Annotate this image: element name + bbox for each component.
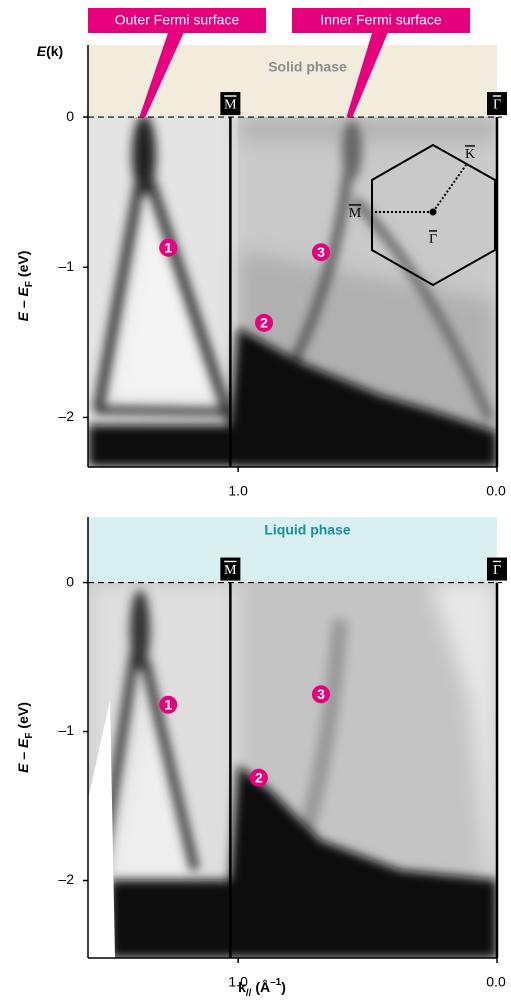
band-number: 1 (164, 696, 172, 712)
y-axis-label: E – EF (eV) (15, 702, 35, 773)
y-tick-label: –1 (58, 258, 74, 274)
x-tick-label: 1.0 (228, 483, 248, 499)
y-tick-label: –2 (58, 871, 74, 887)
corner-label: E(k) (37, 43, 63, 59)
label-part: (k) (46, 43, 63, 59)
x-tick-label: 0.0 (486, 483, 506, 499)
label-part: – (15, 296, 31, 312)
band-number: 2 (255, 769, 263, 785)
inset-label: K (465, 147, 475, 162)
inset-label: Γ (429, 232, 437, 247)
intensity-map (88, 115, 497, 467)
callout-label: Outer Fermi surface (115, 12, 240, 28)
symmetry-label: Γ (493, 97, 501, 112)
panel-title: Solid phase (268, 59, 347, 75)
label-part: ) (281, 979, 286, 995)
inset-label: M (349, 206, 362, 221)
y-tick-label: 0 (66, 108, 74, 124)
label-part: (Å (251, 979, 270, 995)
x-tick-label: 0.0 (486, 974, 506, 990)
symmetry-label: M (224, 563, 237, 578)
figure: Solid phase0–1–21.00.0MΓ123Outer Fermi s… (0, 0, 511, 1000)
y-tick-label: –1 (58, 722, 74, 738)
label-part: k (238, 979, 246, 995)
band-number: 3 (317, 244, 325, 260)
symmetry-label: Γ (493, 563, 501, 578)
panel-title: Liquid phase (264, 522, 351, 538)
x-axis-label: k// (Å–1) (238, 977, 286, 999)
band-number: 1 (164, 239, 172, 255)
y-axis-label: E – EF (eV) (15, 251, 35, 322)
symmetry-label: M (224, 97, 237, 112)
intensity-map (88, 582, 497, 960)
band-number: 3 (317, 686, 325, 702)
label-part: (eV) (15, 251, 31, 281)
callout-label: Inner Fermi surface (320, 12, 442, 28)
band-number: 2 (260, 315, 268, 331)
label-part: – (15, 748, 31, 764)
y-tick-label: 0 (66, 573, 74, 589)
label-part: –1 (270, 977, 282, 988)
y-tick-label: –2 (58, 408, 74, 424)
label-part: (eV) (15, 702, 31, 732)
